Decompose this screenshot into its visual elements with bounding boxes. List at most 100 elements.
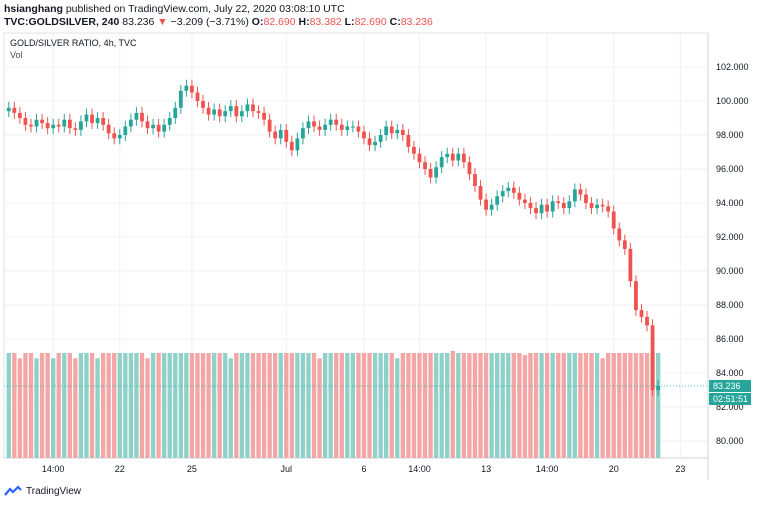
candle-body [178,90,183,108]
candle-body [151,124,155,129]
candle-body [645,316,649,326]
candle-body [656,385,661,390]
candle-body [95,118,100,124]
candle-body [295,138,300,151]
volume-bar [384,353,389,458]
volume-bar [73,358,78,458]
price-tick-label: 80.000 [716,436,744,446]
candle-body [484,199,488,210]
volume-bar [261,353,267,458]
close-label: C: [389,16,401,28]
time-tick-label: Jul [281,464,293,474]
candle-body [356,126,361,132]
candle-body [228,106,233,112]
volume-bar [395,358,400,458]
volume-bar [539,353,544,458]
volume-bar [278,353,283,458]
time-tick-label: 13 [481,464,491,474]
volume-bar [34,358,39,458]
volume-bar [467,353,472,458]
volume-bar [173,353,178,458]
volume-bar [289,353,294,458]
candle-body [450,153,455,161]
candle-body [445,153,450,158]
time-tick-label: 22 [115,464,125,474]
low-label: L: [344,16,355,28]
volume-bar [89,353,95,458]
candle-body [495,196,500,205]
candle-body [256,111,261,113]
candle-body [239,111,244,117]
volume-bar [228,358,233,458]
volume-bar [322,353,328,458]
time-tick-label: 23 [675,464,685,474]
time-tick-label: 14:00 [42,464,65,474]
volume-bar [650,353,655,458]
volume-bar [572,353,578,458]
volume-bar [506,353,511,458]
symbol-label: TVC:GOLDSILVER, 240 [4,16,120,28]
candle-body [128,119,133,127]
candle-body [584,194,588,203]
candle-body [34,119,39,127]
volume-bar [145,358,150,458]
candle-body [273,131,278,139]
price-tick-label: 92.000 [716,232,744,242]
last-price: 83.236 [122,16,155,28]
volume-bar [234,353,239,458]
volume-bar [439,353,444,458]
candle-body [367,138,372,146]
chart-title: GOLD/SILVER RATIO, 4h, TVC [10,38,137,48]
volume-bar [428,353,433,458]
volume-bar [628,353,633,458]
candle-body [578,189,583,195]
candle-body [617,228,622,241]
volume-bar [256,353,261,458]
volume-bar [483,353,489,458]
candle-body [106,124,111,134]
volume-bar [211,353,217,458]
volume-bar [633,353,639,458]
volume-bar [117,353,122,458]
down-arrow-icon: ▼ [157,16,168,28]
candle-body [206,107,211,115]
candle-body [362,131,366,139]
volume-bar [606,353,611,458]
volume-bar [284,353,289,458]
volume-bar [100,353,106,458]
candle-body [289,141,294,151]
volume-bar [561,353,566,458]
candle-body [101,118,106,125]
volume-bars [6,350,661,458]
candle-body [339,124,344,130]
candle-body [384,126,389,135]
candle-body [511,187,516,193]
high-value: 83.382 [309,16,342,28]
candle-body [345,126,350,130]
last-price-badge: 83.236 02:51:51 [709,379,751,405]
ohlc-legend: TVC:GOLDSILVER, 240 83.236 ▼ −3.209 (−3.… [4,16,433,28]
publisher-name[interactable]: hsianghang [4,3,63,15]
volume-bar [489,353,494,458]
candle-body [373,141,377,146]
candle-body [195,92,200,101]
candle-body [251,104,255,112]
price-tick-label: 98.000 [716,130,744,140]
candle-body [439,157,444,168]
volume-bar [578,353,583,458]
candle-body [517,192,522,200]
volume-label: Vol [10,50,23,60]
high-label: H: [298,16,310,28]
volume-bar [162,353,167,458]
candle-body [112,133,117,139]
candle-body [478,186,483,200]
candle-body [428,169,433,178]
candle-body [67,119,72,129]
tradingview-brand[interactable]: TradingView [4,485,81,497]
candle-body [234,106,239,117]
volume-bar [445,353,450,458]
candle-body [123,126,128,135]
volume-bar [189,353,195,458]
candle-body [556,201,561,203]
